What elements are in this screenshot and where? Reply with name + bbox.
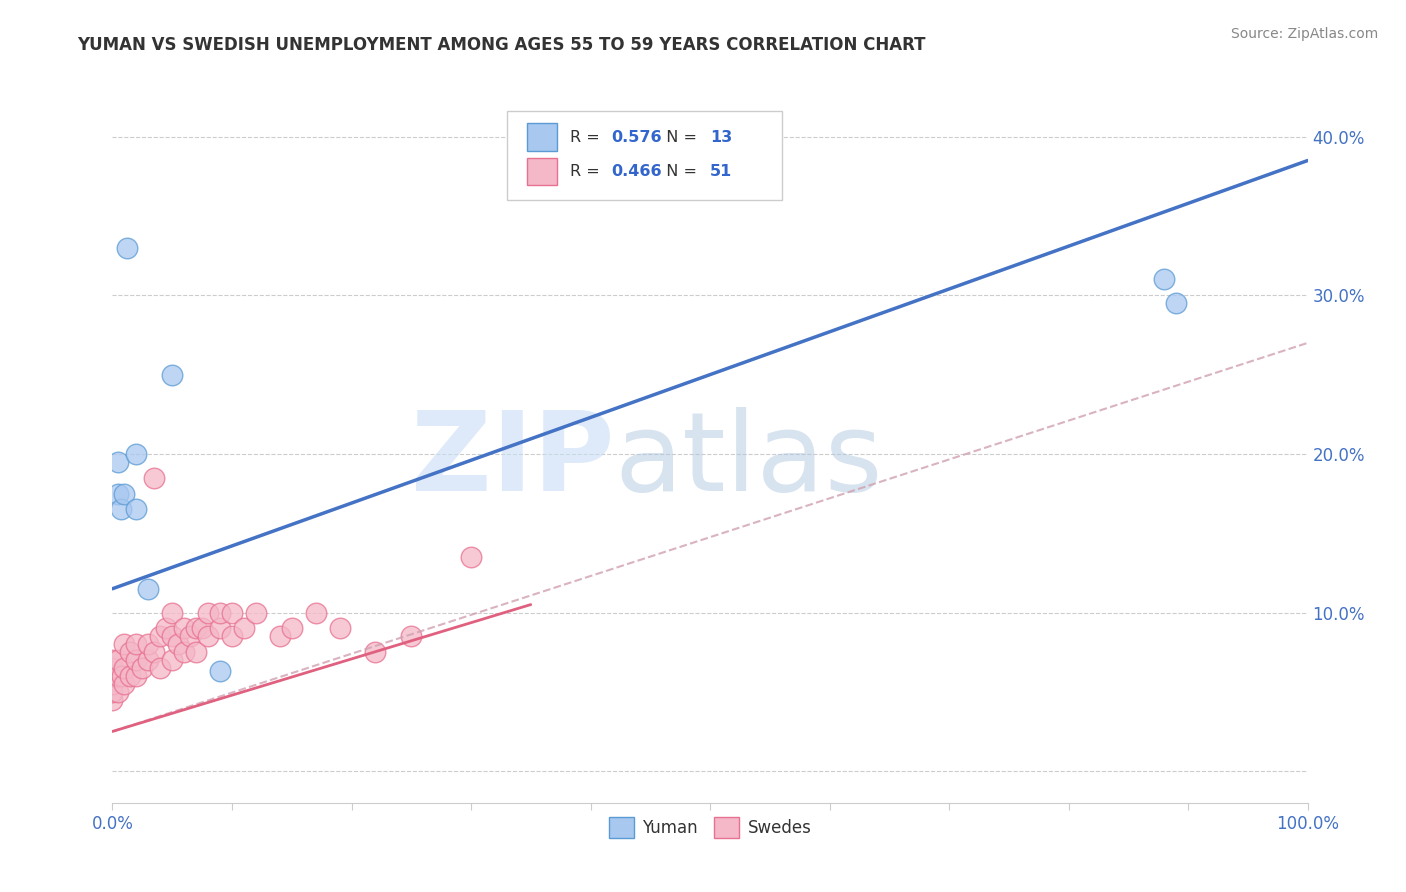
Point bbox=[209, 664, 232, 678]
Point bbox=[143, 471, 166, 485]
Text: Source: ZipAtlas.com: Source: ZipAtlas.com bbox=[1230, 27, 1378, 41]
Point bbox=[120, 645, 142, 659]
Point bbox=[1153, 272, 1175, 286]
Point bbox=[125, 653, 148, 667]
Point bbox=[149, 661, 172, 675]
Text: 0.466: 0.466 bbox=[610, 164, 661, 178]
Point bbox=[110, 502, 132, 516]
Point bbox=[114, 486, 135, 500]
Point bbox=[114, 661, 135, 675]
Point bbox=[221, 629, 243, 643]
Point bbox=[101, 677, 124, 691]
Point bbox=[138, 653, 160, 667]
Text: 0.576: 0.576 bbox=[610, 129, 661, 145]
Legend: Yuman, Swedes: Yuman, Swedes bbox=[602, 811, 818, 845]
Text: N =: N = bbox=[657, 129, 703, 145]
Point bbox=[162, 629, 183, 643]
Point bbox=[149, 629, 172, 643]
Point bbox=[125, 447, 148, 461]
Point bbox=[305, 606, 328, 620]
Text: 13: 13 bbox=[710, 129, 733, 145]
Point bbox=[131, 661, 153, 675]
Point bbox=[186, 621, 208, 635]
Point bbox=[167, 637, 190, 651]
Text: R =: R = bbox=[571, 129, 605, 145]
Text: R =: R = bbox=[571, 164, 605, 178]
Point bbox=[107, 653, 129, 667]
Point bbox=[101, 653, 124, 667]
Point bbox=[162, 368, 183, 382]
Point bbox=[281, 621, 304, 635]
FancyBboxPatch shape bbox=[527, 158, 557, 185]
Point bbox=[120, 669, 142, 683]
FancyBboxPatch shape bbox=[527, 123, 557, 151]
Point bbox=[114, 677, 135, 691]
Point bbox=[329, 621, 352, 635]
Point bbox=[191, 621, 214, 635]
Text: ZIP: ZIP bbox=[411, 407, 614, 514]
Point bbox=[107, 455, 129, 469]
Point bbox=[460, 549, 482, 564]
Point bbox=[245, 606, 267, 620]
Point bbox=[101, 669, 124, 683]
Point bbox=[209, 606, 232, 620]
Point bbox=[221, 606, 243, 620]
Point bbox=[143, 645, 166, 659]
Point bbox=[162, 606, 183, 620]
FancyBboxPatch shape bbox=[508, 111, 782, 200]
Point bbox=[197, 629, 219, 643]
Point bbox=[111, 669, 134, 683]
Point bbox=[179, 629, 201, 643]
Point bbox=[186, 645, 208, 659]
Point bbox=[107, 685, 129, 699]
Point bbox=[364, 645, 387, 659]
Point bbox=[138, 637, 160, 651]
Point bbox=[101, 685, 124, 699]
Point bbox=[125, 669, 148, 683]
Text: N =: N = bbox=[657, 164, 703, 178]
Point bbox=[173, 645, 195, 659]
Point bbox=[138, 582, 160, 596]
Point bbox=[115, 241, 138, 255]
Text: 51: 51 bbox=[710, 164, 733, 178]
Text: YUMAN VS SWEDISH UNEMPLOYMENT AMONG AGES 55 TO 59 YEARS CORRELATION CHART: YUMAN VS SWEDISH UNEMPLOYMENT AMONG AGES… bbox=[77, 36, 925, 54]
Point bbox=[107, 486, 129, 500]
Point bbox=[173, 621, 195, 635]
Point bbox=[114, 637, 135, 651]
Point bbox=[269, 629, 291, 643]
Point bbox=[125, 637, 148, 651]
Point bbox=[107, 669, 129, 683]
Point bbox=[101, 661, 124, 675]
Point bbox=[162, 653, 183, 667]
Point bbox=[1166, 296, 1188, 310]
Point bbox=[125, 502, 148, 516]
Point bbox=[101, 692, 124, 706]
Point bbox=[197, 606, 219, 620]
Point bbox=[209, 621, 232, 635]
Text: atlas: atlas bbox=[614, 407, 883, 514]
Point bbox=[155, 621, 177, 635]
Point bbox=[233, 621, 256, 635]
Point bbox=[401, 629, 423, 643]
